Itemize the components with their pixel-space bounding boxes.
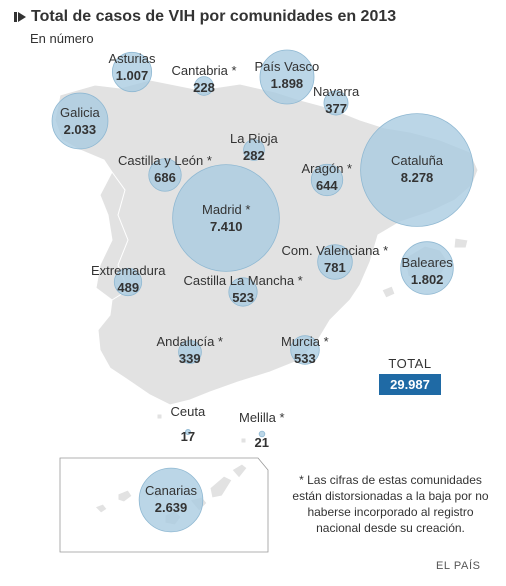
region-label-com-valenciana: Com. Valenciana * 781: [282, 242, 389, 276]
region-label-galicia: Galicia 2.033: [60, 104, 100, 138]
region-name: Cataluña: [391, 153, 444, 168]
region-name: País Vasco: [254, 59, 320, 74]
region-label-melilla: Melilla * 21: [239, 409, 285, 451]
region-name: Galicia: [60, 105, 100, 120]
region-name: Aragón *: [301, 161, 353, 176]
region-value: 781: [324, 260, 346, 275]
bubble-baleares: [400, 241, 454, 295]
region-name: Baleares: [401, 255, 453, 270]
region-value: 1.007: [115, 68, 149, 83]
bubble-cataluna: [360, 113, 474, 227]
region-label-castilla-leon: Castilla y León * 686: [118, 152, 212, 186]
bubble-canarias: [138, 467, 204, 533]
region-value: 644: [315, 178, 338, 193]
region-name: Cantabria *: [171, 63, 237, 78]
region-value: 2.033: [63, 122, 97, 137]
total-label: TOTAL: [388, 356, 432, 371]
region-name: Melilla *: [239, 410, 285, 425]
bubble-la-rioja: [243, 139, 265, 161]
region-label-madrid: Madrid * 7.410: [202, 201, 250, 235]
bubble-madrid: [172, 164, 280, 272]
region-value: 1.898: [270, 76, 304, 91]
bubble-andalucia: [178, 340, 202, 364]
region-label-canarias: Canarias 2.639: [145, 482, 197, 516]
ibiza-island: [381, 285, 396, 299]
menorca-island: [453, 237, 469, 249]
bubble-extremadura: [113, 267, 143, 297]
region-name: Castilla y León *: [118, 153, 212, 168]
region-label-cataluna: Cataluña 8.278: [391, 152, 443, 186]
region-label-navarra: Navarra 377: [313, 83, 359, 117]
region-name: Ceuta: [170, 404, 206, 419]
region-name: Navarra: [313, 84, 360, 99]
region-value: 686: [154, 170, 176, 185]
region-label-asturias: Asturias 1.007: [109, 50, 156, 84]
region-label-cantabria: Cantabria * 228: [172, 62, 237, 96]
bubble-asturias: [111, 51, 153, 93]
bubble-pais-vasco: [259, 49, 315, 105]
region-value: 489: [117, 280, 140, 295]
region-value: 523: [232, 290, 254, 305]
ceuta-dot: [156, 413, 163, 420]
region-name: Asturias: [108, 51, 156, 66]
region-value: 228: [193, 80, 215, 95]
region-name: Andalucía *: [156, 334, 224, 349]
region-value: 21: [254, 435, 269, 450]
region-label-ceuta: Ceuta 17: [171, 403, 206, 445]
play-arrow-icon: [14, 12, 26, 22]
bubble-navarra: [323, 90, 349, 116]
region-label-baleares: Baleares 1.802: [402, 254, 453, 288]
total-box: TOTAL 29.987: [379, 356, 441, 395]
region-label-la-rioja: La Rioja 282: [230, 130, 278, 164]
bubble-murcia: [290, 335, 320, 365]
bubble-melilla: [258, 430, 266, 438]
region-label-castilla-la-mancha: Castilla La Mancha * 523: [184, 272, 303, 306]
bubble-galicia: [51, 92, 109, 150]
region-value: 8.278: [400, 170, 434, 185]
melilla-dot: [240, 437, 247, 444]
bubble-aragon: [310, 163, 344, 197]
bubble-layer: [51, 49, 474, 533]
bubble-castilla-la-mancha: [228, 277, 258, 307]
region-label-pais-vasco: País Vasco 1.898: [255, 58, 320, 92]
map-subtitle: En número: [30, 31, 94, 46]
region-name: Com. Valenciana *: [281, 243, 389, 258]
region-value: 282: [243, 148, 265, 163]
region-label-andalucia: Andalucía * 339: [157, 333, 224, 367]
region-name: La Rioja: [230, 131, 278, 146]
region-value: 7.410: [209, 219, 243, 234]
region-label-aragon: Aragón * 644: [302, 160, 353, 194]
region-value: 533: [293, 351, 316, 366]
region-value: 2.639: [154, 500, 188, 515]
region-name: Castilla La Mancha *: [183, 273, 303, 288]
region-value: 17: [180, 429, 196, 444]
region-value: 339: [178, 351, 201, 366]
footnote: * Las cifras de estas comunidades están …: [292, 473, 489, 535]
bubble-castilla-leon: [148, 158, 182, 192]
region-label-extremadura: Extremadura 489: [91, 262, 165, 296]
region-name: Extremadura: [91, 263, 166, 278]
region-name: Madrid *: [202, 202, 251, 217]
bubble-ceuta: [185, 429, 191, 435]
region-value: 1.802: [410, 272, 444, 287]
region-name: Canarias: [145, 483, 198, 498]
source-credit: EL PAÍS: [436, 560, 481, 572]
region-name: Murcia *: [281, 334, 329, 349]
bubble-com-valenciana: [317, 244, 353, 280]
bubble-cantabria: [194, 76, 214, 96]
map-title: Total de casos de VIH por comunidades en…: [14, 8, 396, 26]
title-text: Total de casos de VIH por comunidades en…: [31, 8, 397, 25]
total-value: 29.987: [379, 374, 441, 395]
region-value: 377: [325, 101, 347, 116]
region-label-murcia: Murcia * 533: [281, 333, 329, 367]
